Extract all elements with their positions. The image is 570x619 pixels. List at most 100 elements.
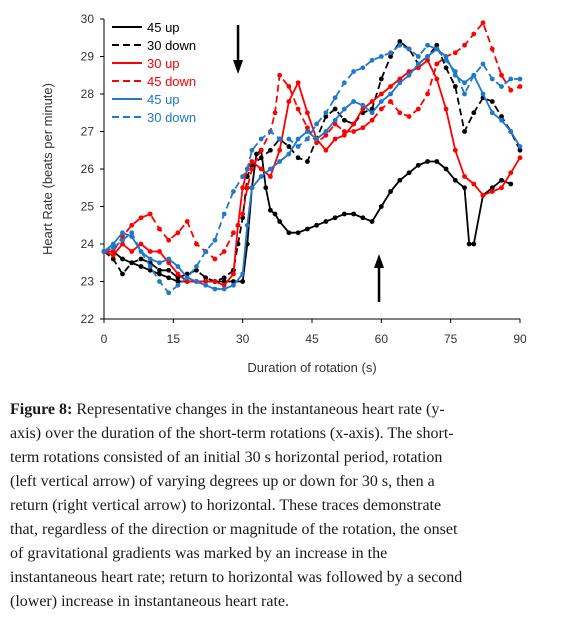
data-point <box>120 241 125 247</box>
data-point <box>323 110 329 116</box>
data-point <box>157 271 162 277</box>
data-point <box>517 147 523 153</box>
data-point <box>378 76 384 82</box>
data-point <box>406 170 412 176</box>
x-axis-label: Duration of rotation (s) <box>247 360 376 375</box>
data-point <box>249 159 255 164</box>
data-point <box>480 192 486 198</box>
data-point <box>425 42 430 48</box>
data-point <box>452 72 458 78</box>
x-tick-label: 60 <box>375 332 389 346</box>
data-point <box>462 91 467 97</box>
data-point <box>194 267 199 273</box>
data-point <box>332 106 338 112</box>
data-point <box>184 219 190 224</box>
data-point <box>258 147 264 153</box>
caption-line: term rotations consisted of an initial 3… <box>10 449 443 466</box>
data-point <box>304 125 310 131</box>
data-point <box>388 54 393 59</box>
data-point <box>184 275 190 281</box>
data-point <box>499 117 504 123</box>
data-point <box>443 106 449 112</box>
data-point <box>286 230 292 236</box>
data-point <box>138 215 144 221</box>
data-point <box>231 271 236 277</box>
data-point <box>194 264 199 269</box>
data-point <box>341 117 347 123</box>
data-point <box>508 87 514 93</box>
data-point <box>147 211 153 217</box>
data-point <box>138 249 144 254</box>
y-tick-label: 22 <box>81 312 95 326</box>
legend-label: 45 down <box>147 74 196 89</box>
data-point <box>415 54 421 59</box>
data-point <box>194 279 199 284</box>
data-point <box>221 275 227 281</box>
chart-annotations <box>233 25 385 302</box>
data-point <box>175 282 181 288</box>
data-point <box>120 237 125 243</box>
data-point <box>110 249 116 254</box>
data-point <box>369 110 375 116</box>
x-tick-label: 90 <box>513 332 527 346</box>
return-arrow-head <box>374 254 385 268</box>
data-point <box>351 121 356 127</box>
data-point <box>254 151 259 157</box>
data-point <box>138 241 144 247</box>
x-tick-label: 30 <box>236 332 250 346</box>
data-point <box>221 211 227 217</box>
caption-label: Figure 8: <box>10 401 73 418</box>
data-point <box>480 20 486 26</box>
data-point <box>369 57 375 63</box>
data-point <box>378 204 384 209</box>
data-point <box>452 177 458 183</box>
data-point <box>304 110 310 116</box>
data-point <box>415 162 421 168</box>
legend-label: 45 up <box>147 92 180 107</box>
chart-axes: 22 23 24 25 26 27 28 29 30 0 15 30 45 60 75 90 Duration … <box>40 12 527 375</box>
data-point <box>304 226 310 232</box>
data-point <box>499 84 504 89</box>
data-point <box>351 211 356 217</box>
data-point <box>388 91 393 97</box>
data-point <box>434 76 440 82</box>
data-point <box>434 42 440 48</box>
data-point <box>147 249 153 254</box>
data-point <box>249 185 255 191</box>
data-point <box>406 114 412 119</box>
data-point <box>508 129 514 134</box>
y-tick-label: 27 <box>81 125 95 139</box>
data-point <box>110 256 116 262</box>
data-point <box>508 181 514 187</box>
data-point <box>268 147 273 153</box>
data-point <box>249 166 255 172</box>
data-point <box>323 114 329 119</box>
data-point <box>378 54 384 59</box>
data-point <box>425 54 430 59</box>
data-point <box>397 39 403 44</box>
data-point <box>434 46 440 52</box>
data-point <box>360 102 366 108</box>
data-point <box>489 46 495 52</box>
data-point <box>277 159 283 164</box>
data-point <box>175 230 181 236</box>
data-point <box>378 106 384 112</box>
data-point <box>286 84 292 89</box>
data-point <box>295 136 301 142</box>
data-point <box>397 110 403 116</box>
data-point <box>157 249 162 254</box>
data-point <box>397 42 403 48</box>
data-point <box>314 140 320 146</box>
series-group <box>101 42 523 296</box>
data-point <box>466 241 472 247</box>
x-tick-label: 0 <box>101 332 108 346</box>
data-point <box>314 136 320 142</box>
data-point <box>166 290 172 296</box>
data-point <box>157 267 162 273</box>
data-point <box>277 219 283 224</box>
data-point <box>388 99 393 104</box>
x-tick-label: 15 <box>167 332 181 346</box>
data-point <box>369 117 375 123</box>
data-point <box>323 147 329 153</box>
data-point <box>272 110 278 116</box>
